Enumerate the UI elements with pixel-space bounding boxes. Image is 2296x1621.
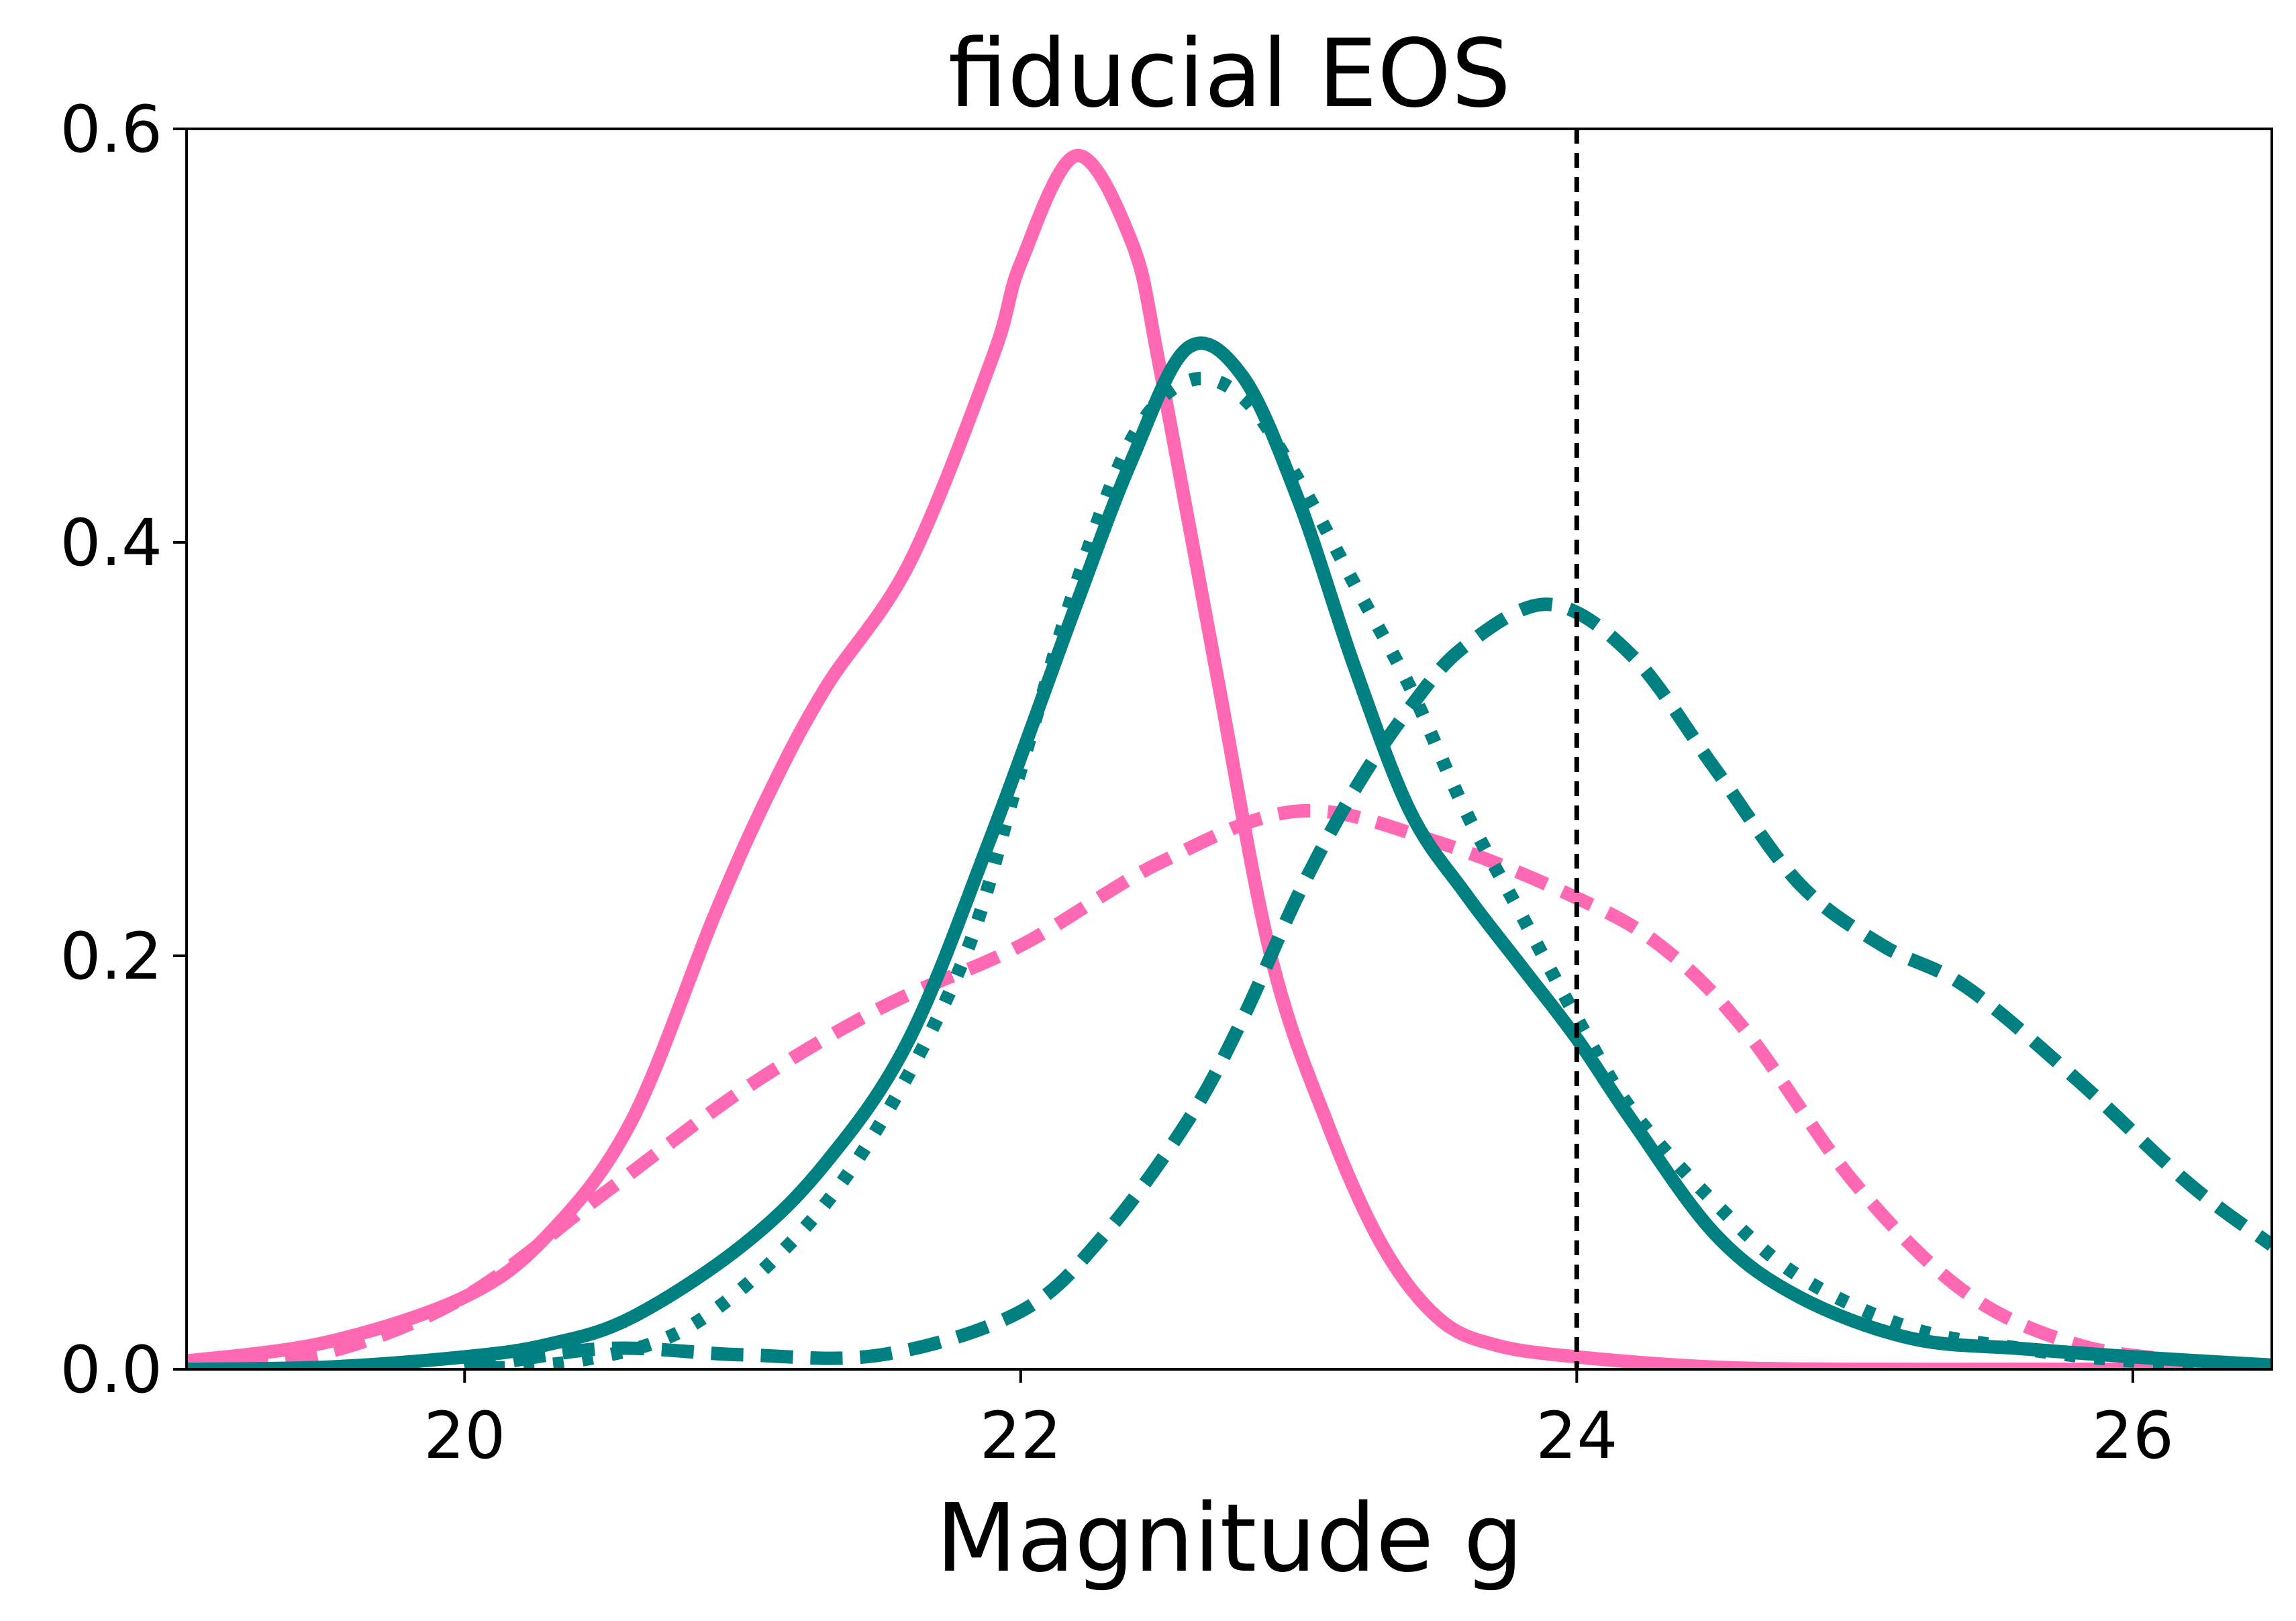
y-tick-label: 0.2 xyxy=(60,919,162,994)
x-axis: 20 22 24 26 xyxy=(423,1369,2174,1473)
y-tick-label: 0.0 xyxy=(60,1332,162,1408)
series-line-pink-dashed xyxy=(187,803,2272,1369)
x-tick-label: 22 xyxy=(980,1398,1062,1473)
series-line-teal-solid xyxy=(187,336,2272,1369)
x-tick-label: 20 xyxy=(423,1398,505,1473)
x-axis-label: Magnitude g xyxy=(936,1484,1523,1593)
y-tick-label: 0.4 xyxy=(60,505,162,581)
series-line-teal-dashed xyxy=(463,597,2272,1369)
y-tick-label: 0.6 xyxy=(60,92,162,167)
plot-frame xyxy=(185,128,2273,1371)
series-layer xyxy=(187,148,2272,1369)
series-line-teal-dotted xyxy=(464,371,2272,1369)
x-tick-label: 26 xyxy=(2092,1398,2174,1473)
series-line-pink-solid xyxy=(187,148,2272,1369)
chart-title: fiducial EOS xyxy=(948,19,1511,129)
y-axis: 0.0 0.2 0.4 0.6 xyxy=(60,92,187,1408)
x-tick-label: 24 xyxy=(1536,1398,1617,1473)
